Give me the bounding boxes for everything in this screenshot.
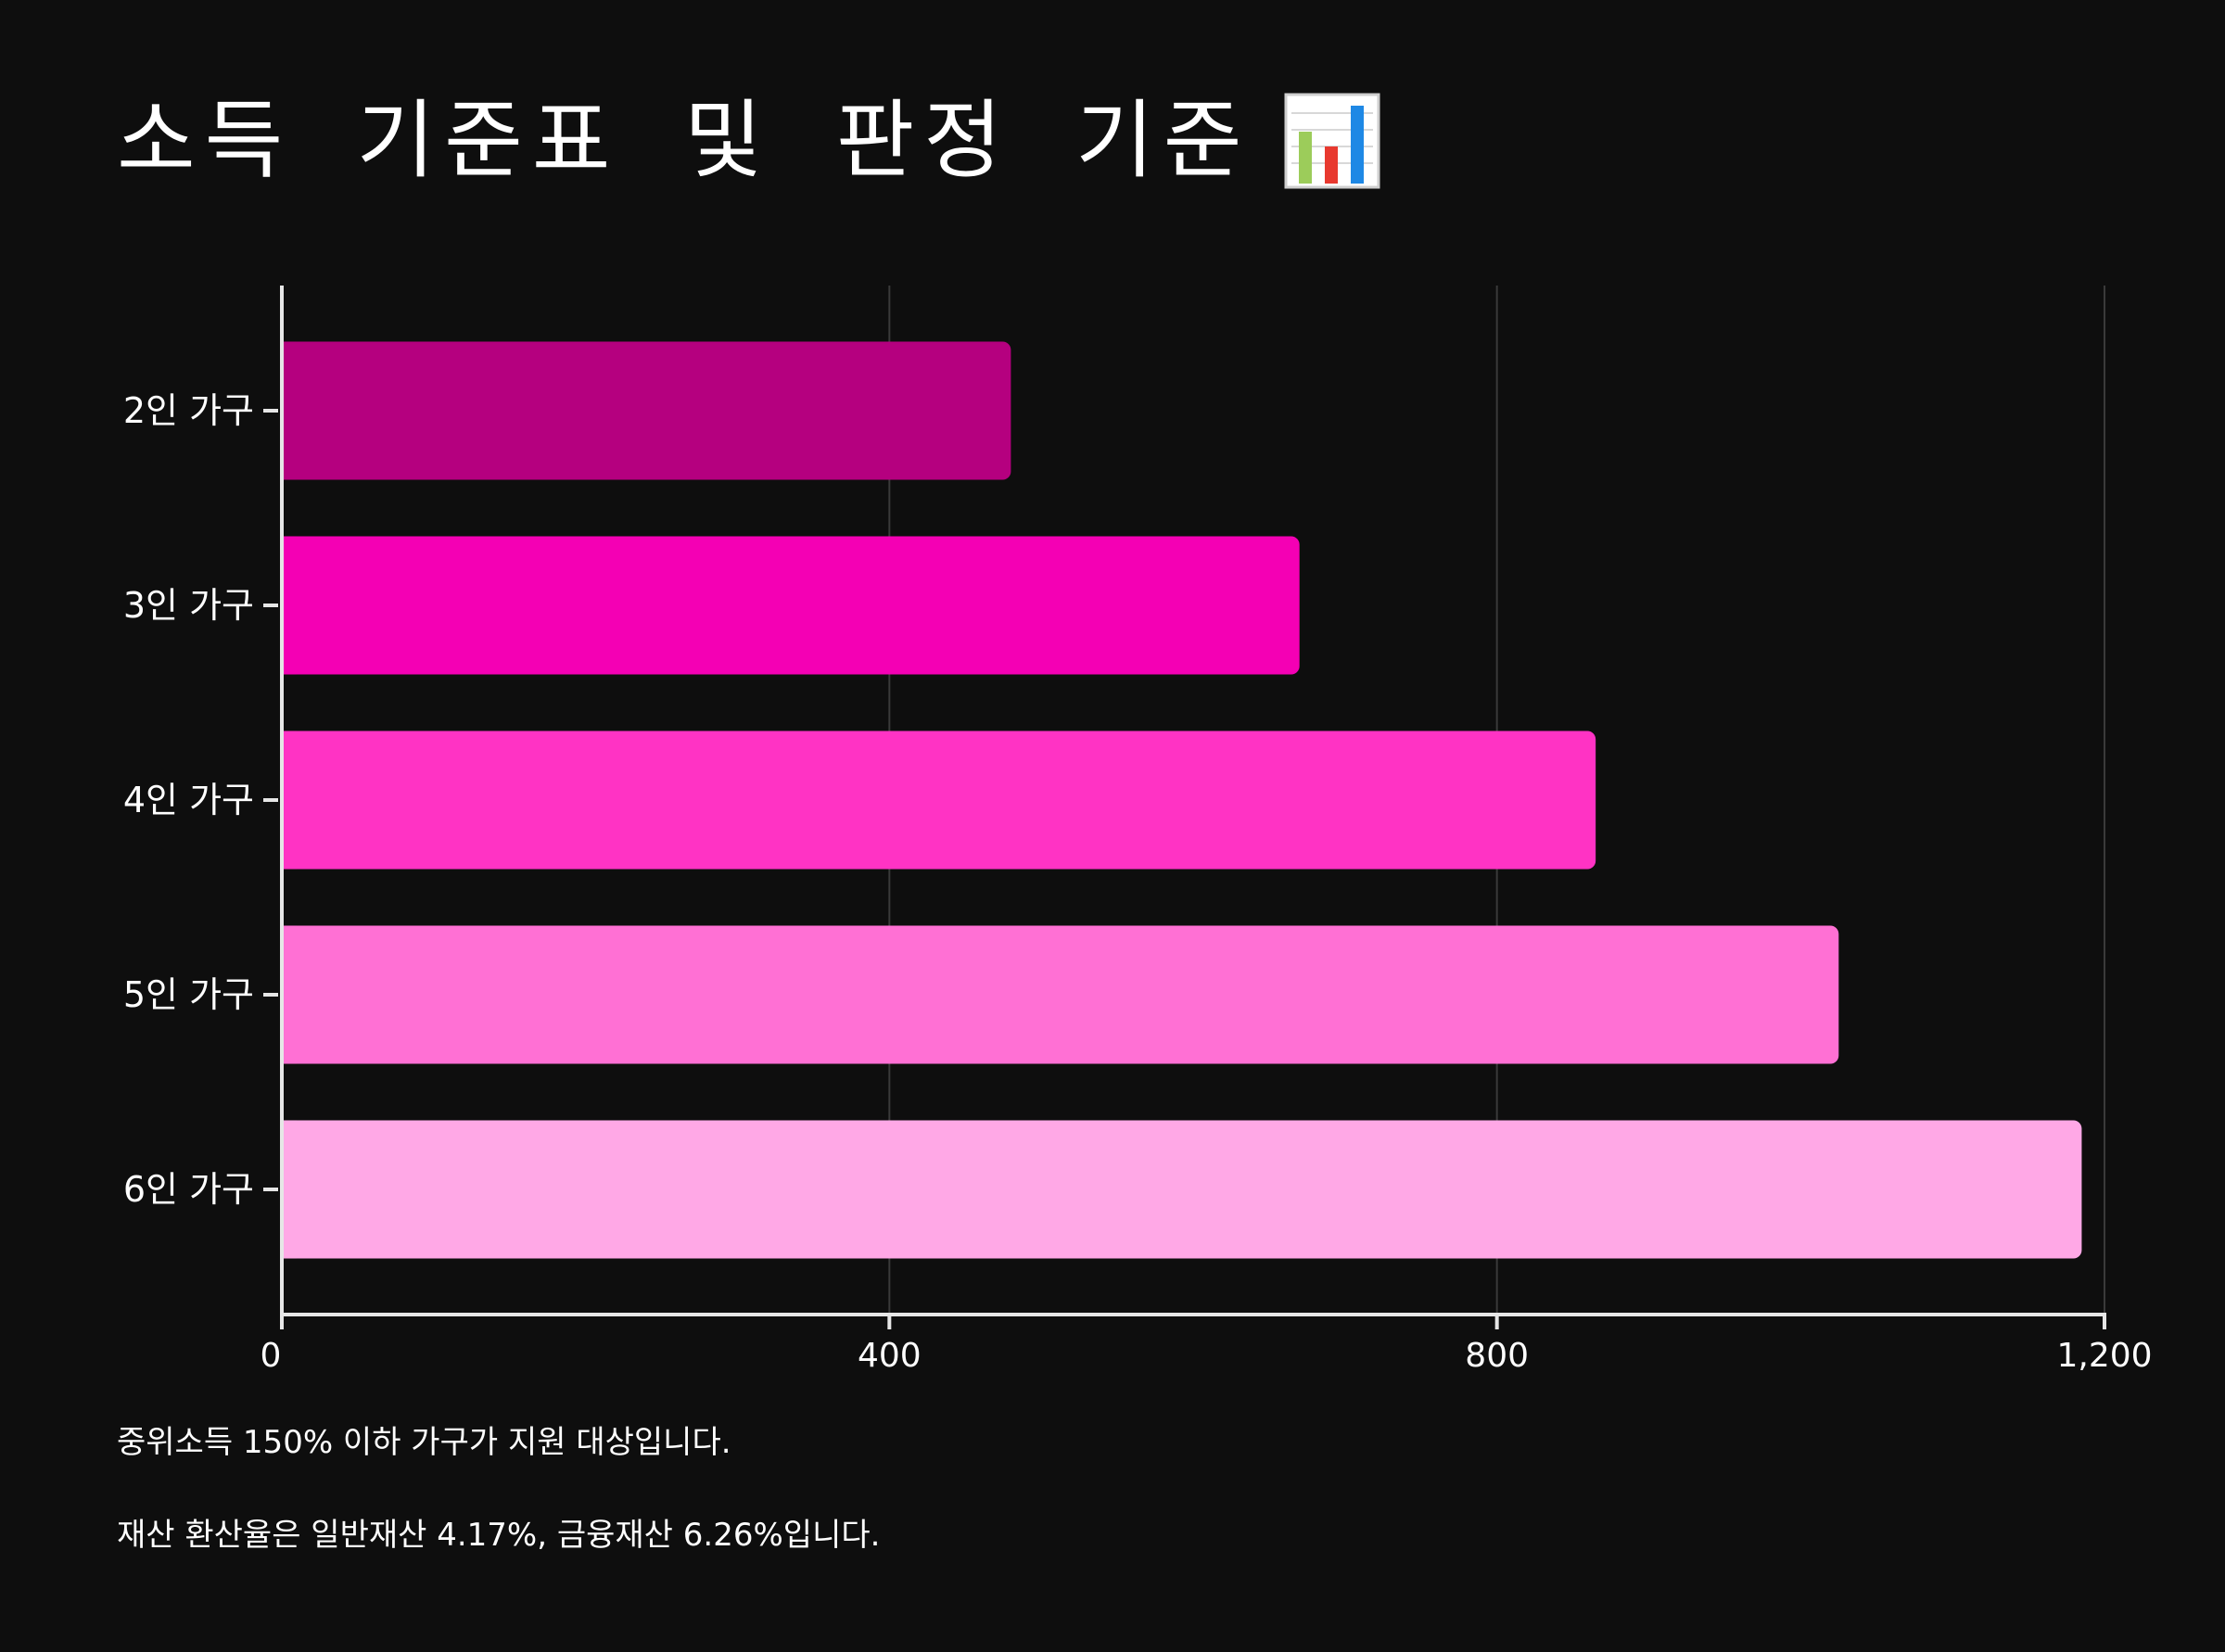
bar-5[interactable] xyxy=(284,1120,2082,1259)
x-tick-label-0: 0 xyxy=(261,1337,282,1375)
bar-3[interactable] xyxy=(284,731,1596,870)
y-tick-label-3: 4인 가구 xyxy=(123,780,254,820)
bar-4-base xyxy=(284,925,297,1064)
bar-2[interactable] xyxy=(284,536,1300,675)
footnote-eligibility: 중위소득 150% 이하 가구가 지원 대상입니다. xyxy=(117,1424,731,1461)
y-tick-label-2: 3인 가구 xyxy=(123,585,254,626)
y-tick-label-5: 6인 가구 xyxy=(123,1169,254,1210)
chart-title: 소득 기준표 및 판정 기준 xyxy=(117,85,1380,197)
x-tick-label-800: 800 xyxy=(1465,1337,1529,1375)
x-tick-label-400: 400 xyxy=(858,1337,922,1375)
chart-title-text: 소득 기준표 및 판정 기준 xyxy=(117,91,1252,190)
y-tick-label-1: 2인 가구 xyxy=(123,390,254,431)
footnote-asset-conversion: 재산 환산율은 일반재산 4.17%, 금융재산 6.26%입니다. xyxy=(117,1517,881,1554)
bar-2-base xyxy=(284,536,297,675)
x-tick-label-1200: 1,200 xyxy=(2056,1337,2152,1375)
bar-3-base xyxy=(284,731,297,870)
bar-chart: 2인 가구 3인 가구 4인 가구 5인 가구 6인 가구 0 400 800 1,200 xyxy=(123,286,2153,1375)
bar-5-base xyxy=(284,1120,297,1259)
bar-1-base xyxy=(284,341,297,480)
bars xyxy=(284,341,2082,1259)
bar-4[interactable] xyxy=(284,925,1839,1064)
axes: 2인 가구 3인 가구 4인 가구 5인 가구 6인 가구 0 400 800 1,200 xyxy=(123,286,2153,1375)
bar-chart-icon xyxy=(1284,93,1380,189)
y-tick-label-4: 5인 가구 xyxy=(123,974,254,1015)
bar-1[interactable] xyxy=(284,341,1011,480)
